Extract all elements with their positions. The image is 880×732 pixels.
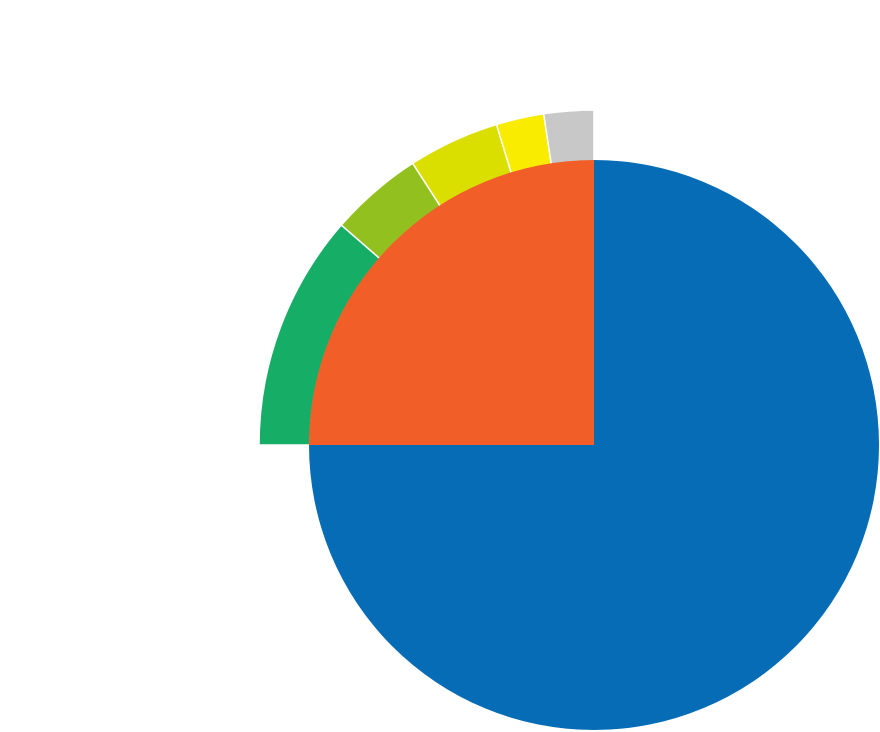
- pie-slice: [309, 160, 594, 445]
- outer-segment: [542, 109, 595, 166]
